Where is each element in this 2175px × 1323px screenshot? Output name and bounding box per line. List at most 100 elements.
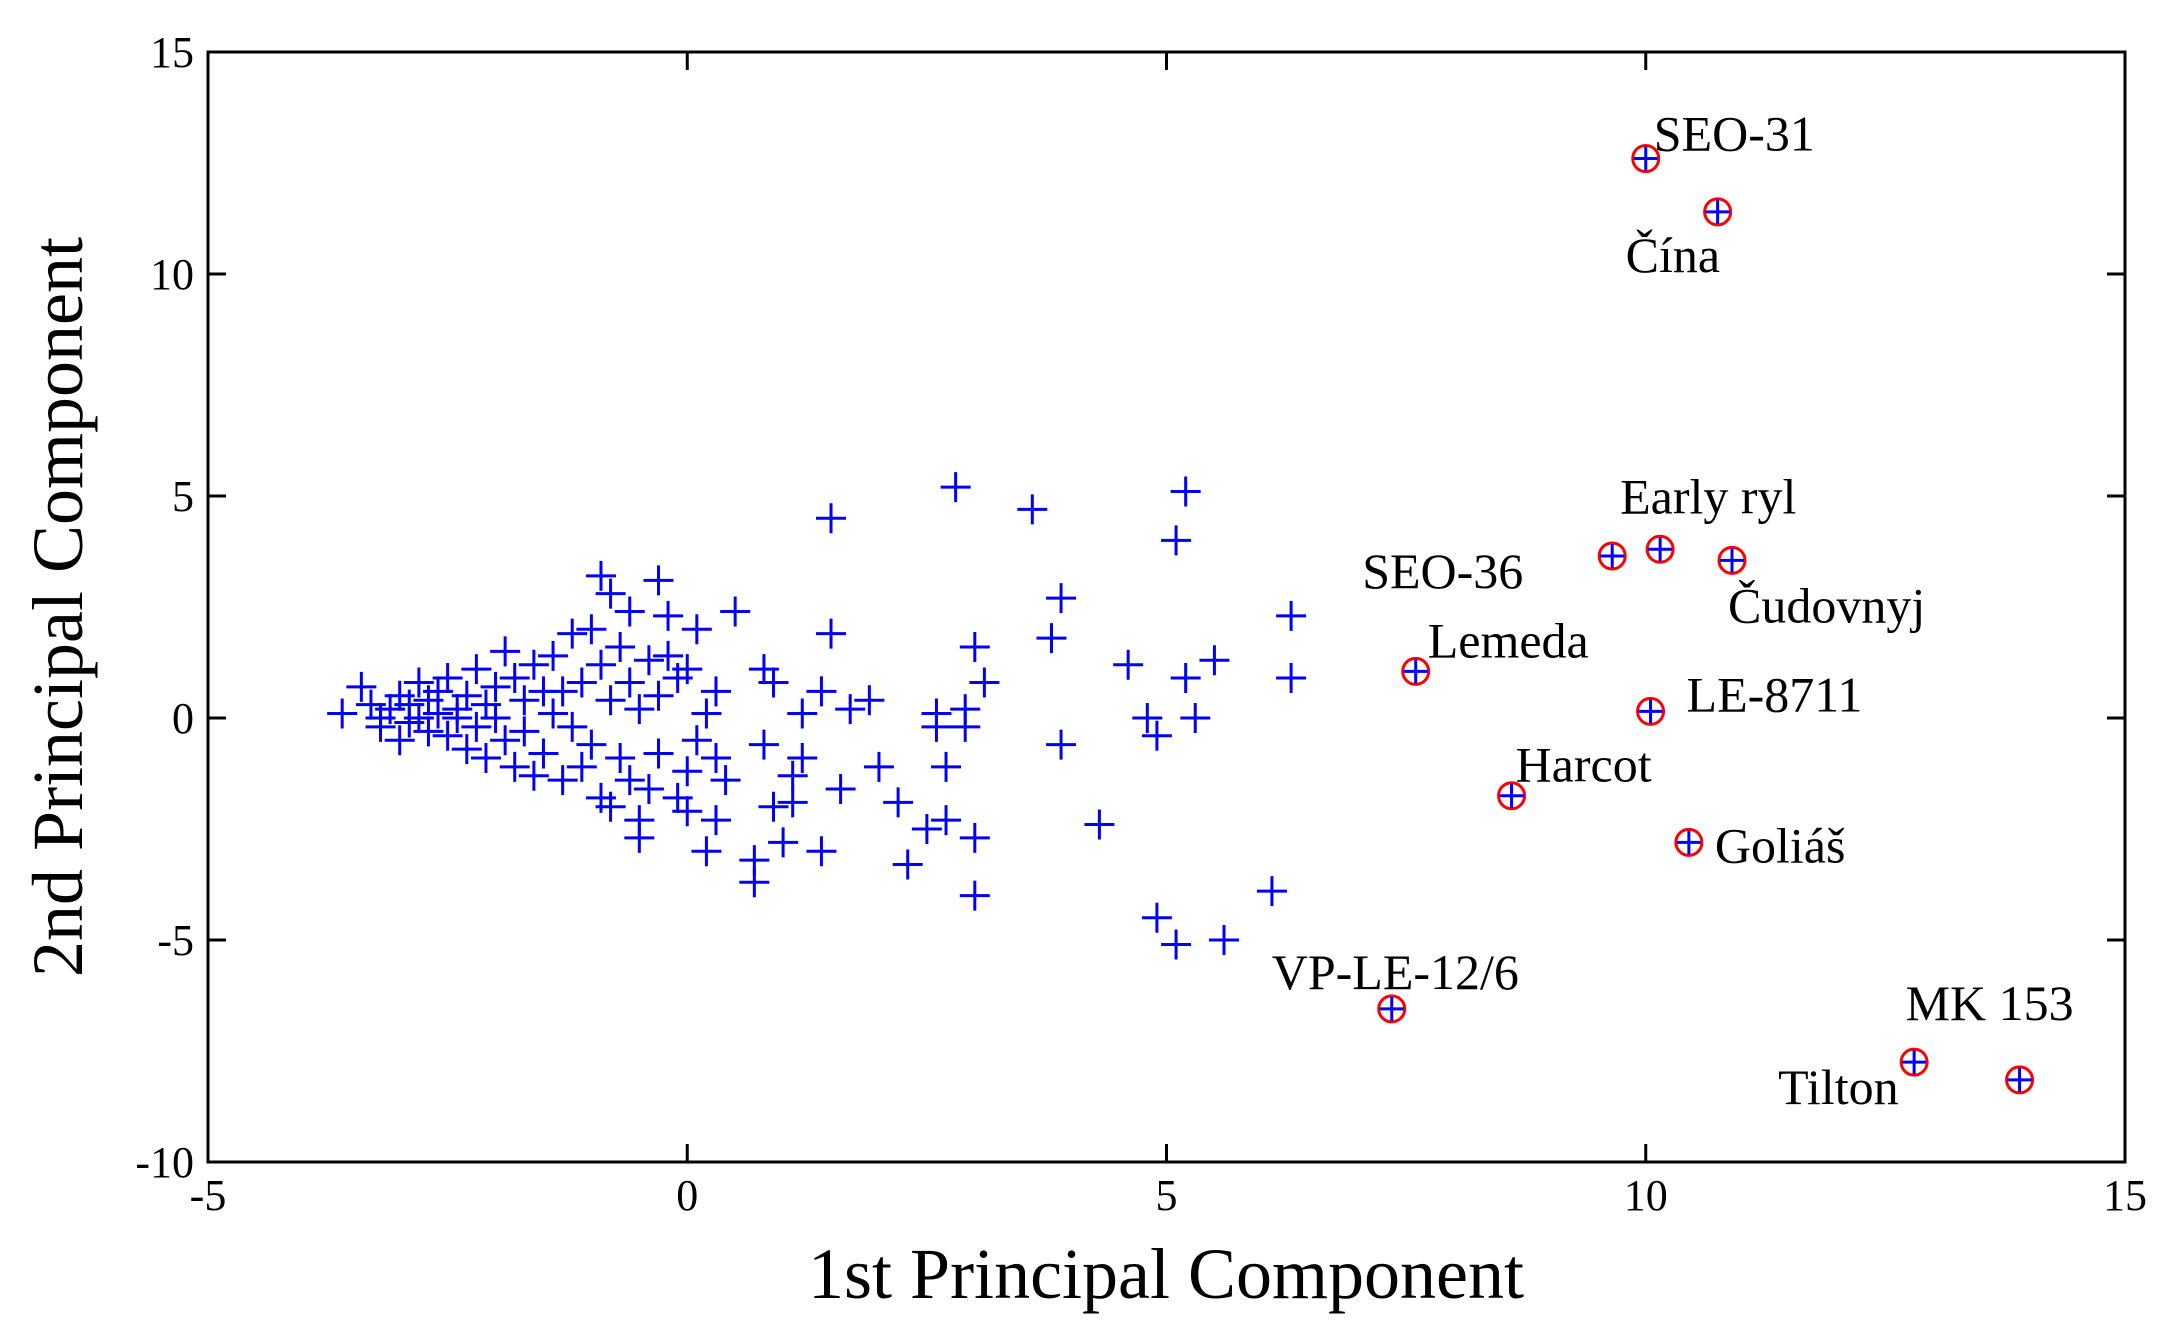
highlighted-point: [1703, 197, 1733, 227]
data-point: [643, 680, 674, 711]
data-point: [614, 765, 645, 796]
data-point: [701, 676, 732, 707]
highlighted-point: [1401, 656, 1431, 686]
data-point: [653, 600, 684, 631]
x-tick-label: 15: [2103, 1171, 2147, 1220]
data-point: [585, 560, 616, 591]
data-point: [816, 618, 847, 649]
x-axis-title: 1st Principal Component: [808, 1234, 1524, 1314]
y-tick-label: -5: [157, 916, 194, 965]
data-point: [777, 760, 808, 791]
data-point: [681, 614, 712, 645]
data-point: [959, 631, 990, 662]
highlighted-point: [1674, 827, 1704, 857]
data-point: [1017, 494, 1048, 525]
data-point: [528, 738, 559, 769]
highlighted-point: [1899, 1047, 1929, 1077]
data-point: [940, 472, 971, 503]
data-point: [835, 694, 866, 725]
data-point: [1046, 583, 1077, 614]
data-point: [931, 805, 962, 836]
point-label: Čudovnyj: [1728, 577, 1925, 633]
point-label: Lemeda: [1428, 612, 1589, 668]
data-point: [403, 667, 434, 698]
data-point: [327, 698, 358, 729]
data-point: [950, 694, 981, 725]
plot-frame: [206, 50, 2127, 1164]
data-point: [854, 685, 885, 716]
data-point: [576, 614, 607, 645]
data-point: [595, 791, 626, 822]
data-point: [959, 822, 990, 853]
highlighted-point: [1497, 781, 1527, 811]
data-point: [1161, 929, 1192, 960]
data-point: [911, 814, 942, 844]
y-tick-label: 5: [172, 472, 194, 521]
data-point: [681, 725, 712, 756]
data-point: [1170, 663, 1201, 694]
data-point: [605, 631, 636, 662]
x-tick-label: 0: [676, 1171, 698, 1220]
highlighted-point: [1597, 541, 1627, 571]
data-point: [768, 827, 799, 858]
data-point: [1209, 925, 1240, 955]
highlighted-point: [1631, 144, 1661, 174]
data-point: [518, 760, 549, 791]
x-tick-label: 5: [1156, 1171, 1178, 1220]
data-point: [672, 654, 703, 685]
data-point: [461, 711, 492, 742]
data-point: [490, 725, 521, 756]
data-point: [931, 751, 962, 782]
point-label: SEO-36: [1362, 543, 1523, 599]
data-point: [614, 596, 645, 627]
point-annotations: SEO-31 Čína Early ryl SEO-36 Čudovnyj Lemeda L…: [1272, 106, 2074, 1116]
data-point: [959, 880, 990, 911]
data-point: [653, 640, 684, 671]
data-point: [1084, 809, 1115, 840]
data-point: [509, 716, 540, 747]
data-point: [423, 698, 454, 729]
data-points: [327, 472, 1307, 960]
data-point: [701, 805, 732, 836]
x-tick-label: 10: [1624, 1171, 1668, 1220]
highlighted-point: [1377, 994, 1407, 1024]
y-tick-label: 10: [150, 250, 194, 299]
highlighted-point: [1636, 696, 1666, 726]
data-point: [595, 578, 626, 609]
data-point: [1180, 703, 1211, 733]
data-point: [777, 787, 808, 818]
data-point: [557, 711, 588, 742]
data-point: [1199, 645, 1230, 676]
data-point: [806, 836, 837, 867]
highlighted-points: [1377, 144, 2035, 1095]
data-point: [672, 796, 703, 827]
data-point: [547, 765, 578, 796]
data-point: [1170, 476, 1201, 507]
data-point: [1036, 623, 1067, 654]
data-point: [758, 791, 789, 822]
data-point: [480, 671, 511, 702]
data-point: [633, 645, 664, 676]
data-point: [1141, 902, 1172, 933]
data-point: [451, 680, 482, 711]
data-point: [509, 685, 540, 716]
data-point: [739, 845, 770, 876]
data-point: [969, 667, 1000, 698]
data-point: [490, 636, 521, 667]
data-point: [1276, 663, 1307, 694]
data-point: [605, 742, 636, 773]
point-label: Early ryl: [1620, 468, 1796, 524]
y-axis-title: 2nd Principal Component: [18, 237, 98, 977]
data-point: [816, 503, 847, 534]
data-point: [547, 676, 578, 707]
data-point: [720, 596, 751, 627]
data-point: [710, 765, 741, 796]
data-point: [643, 738, 674, 769]
data-point: [1161, 525, 1192, 556]
point-label: Čína: [1626, 227, 1720, 283]
data-point: [1132, 703, 1163, 733]
point-label: SEO-31: [1654, 106, 1815, 162]
data-point: [691, 698, 722, 729]
y-tick-label: 0: [172, 694, 194, 743]
